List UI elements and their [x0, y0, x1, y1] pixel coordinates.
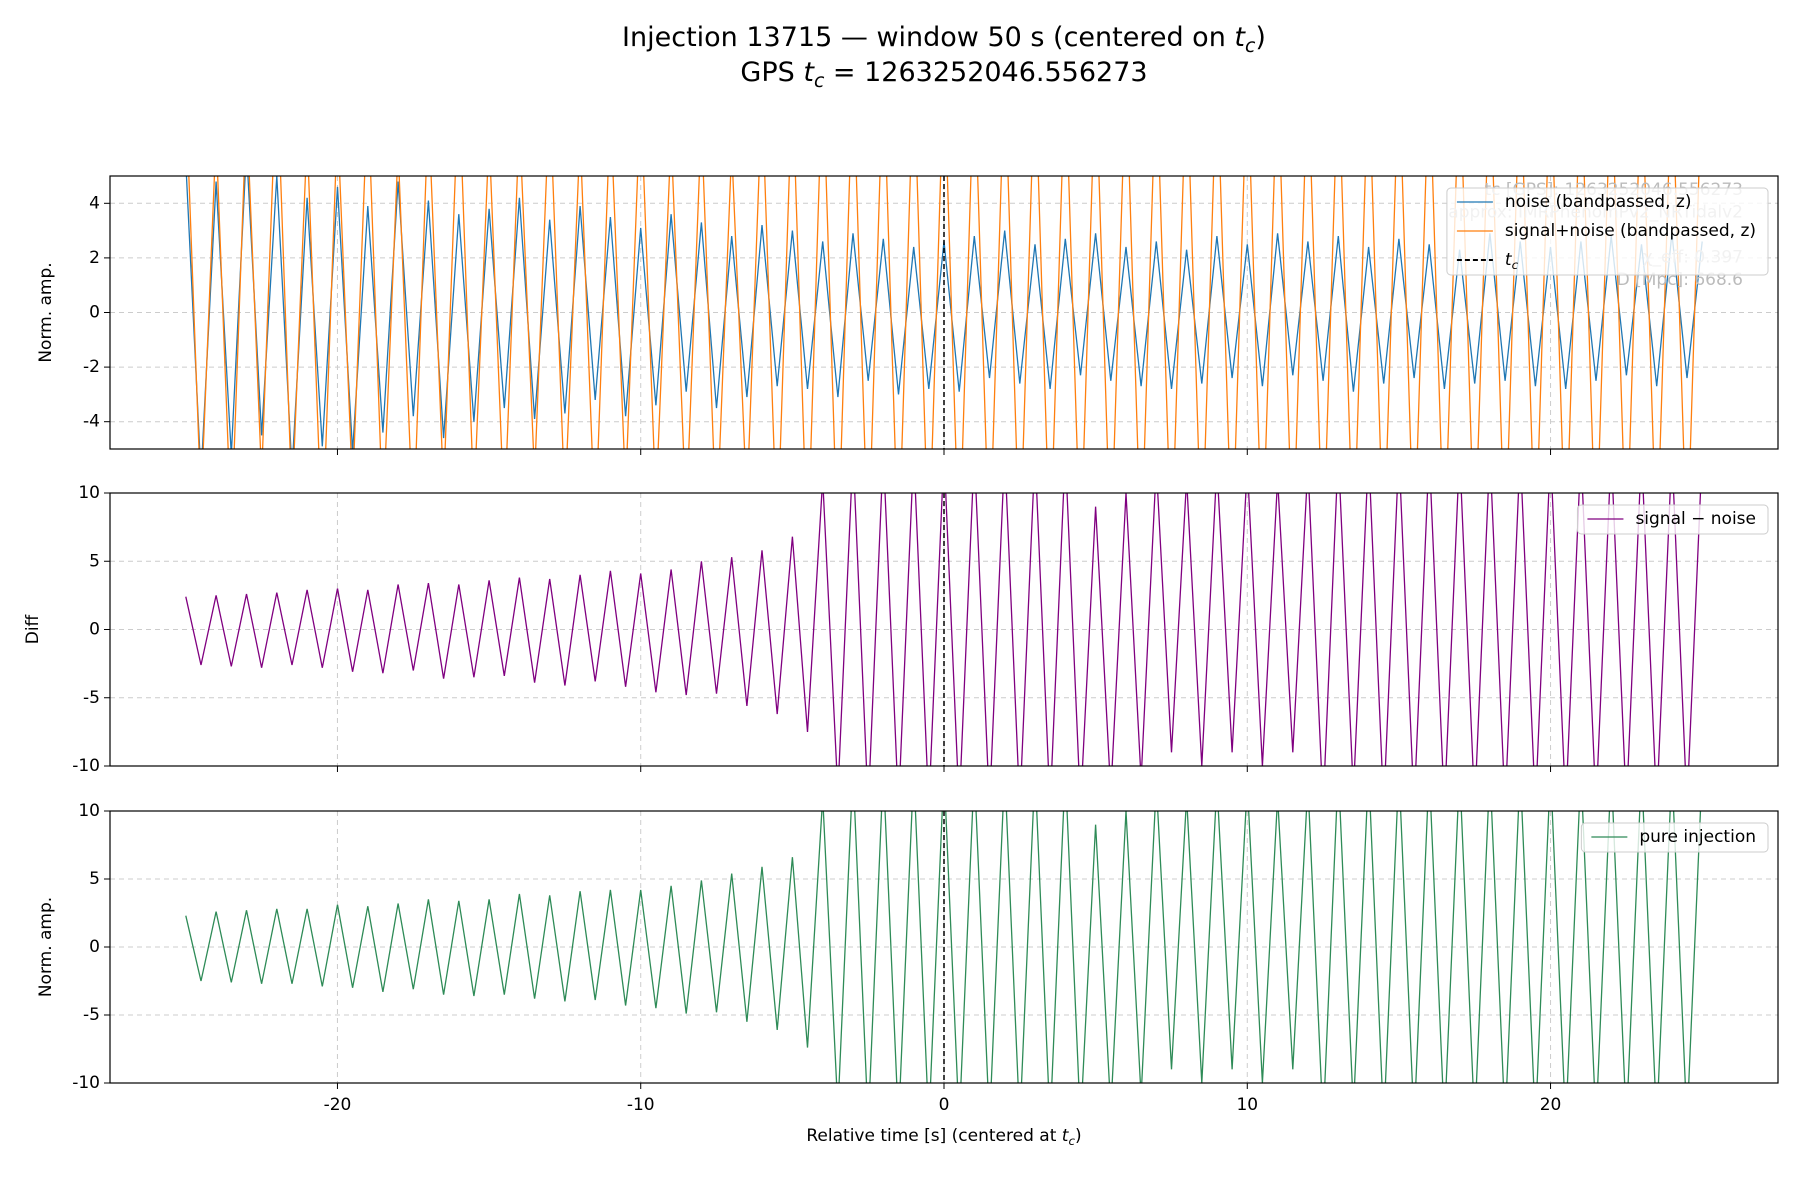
x-tick-label: -20 [324, 1095, 352, 1115]
y-tick-label: 10 [78, 483, 100, 503]
x-axis-label-text: ) [1075, 1126, 1082, 1146]
figure-title-text: ) [1255, 22, 1266, 53]
series-line [188, 176, 1700, 449]
x-tick-label: -10 [627, 1095, 655, 1115]
legend-label: tc [1505, 250, 1519, 272]
axes-frame [109, 810, 1779, 1084]
figure-title-text: Injection 13715 — window 50 s (centered … [622, 22, 1234, 53]
y-tick-label: -2 [83, 357, 100, 377]
axes-frame [109, 175, 1779, 450]
x-axis-label-sub: c [1068, 1134, 1075, 1148]
x-tick-label: 20 [1540, 1095, 1562, 1115]
y-tick-label: 5 [89, 551, 100, 571]
legend-box [1580, 822, 1769, 853]
x-tick-label: 10 [1236, 1095, 1258, 1115]
legend: noise (bandpassed, z) signal+noise (bandp… [1446, 187, 1769, 276]
x-axis-label: Relative time [s] (centered at tc) [806, 1126, 1081, 1148]
legend-box [1446, 187, 1769, 276]
axes-frame [109, 492, 1779, 767]
series-line [185, 811, 1702, 1083]
y-tick-label: 4 [89, 193, 100, 213]
x-axis-label-text: Relative time [s] (centered at [806, 1126, 1061, 1146]
legend-label: signal − noise [1635, 509, 1756, 529]
legend-box [1576, 504, 1769, 535]
y-tick-label: 0 [89, 937, 100, 957]
y-tick-label: -10 [72, 756, 100, 776]
y-tick-label: 0 [89, 303, 100, 323]
panel: -4 -2 0 2 4 Norm. amp. [36, 175, 1779, 455]
panel: -10 -5 0 5 10 -20 -10 0 10 20 Norm. amp. [36, 801, 1779, 1115]
figure-title-text: = 1263252046.556273 [824, 57, 1147, 88]
y-tick-label: -5 [83, 1005, 100, 1025]
figure-title-sub: c [814, 70, 825, 92]
y-tick-label: -10 [72, 1073, 100, 1093]
x-tick-label: 0 [939, 1095, 950, 1115]
legend-label: signal+noise (bandpassed, z) [1505, 221, 1756, 241]
figure-title-text: GPS [740, 57, 803, 88]
y-tick-label: -5 [83, 688, 100, 708]
y-tick-label: -4 [83, 412, 100, 432]
x-axis-label-var: t [1062, 1126, 1070, 1146]
series-line [185, 493, 1702, 766]
y-axis-label: Diff [23, 613, 43, 644]
y-axis-label: Norm. amp. [36, 897, 56, 997]
legend: pure injection [1580, 822, 1769, 853]
y-tick-label: 10 [78, 801, 100, 821]
legend-label: noise (bandpassed, z) [1505, 192, 1692, 212]
figure-title: Injection 13715 — window 50 s (centered … [622, 22, 1266, 57]
legend: signal − noise [1576, 504, 1769, 535]
figure-title-sub: c [1245, 35, 1256, 57]
panel: -10 -5 0 5 10 Diff [23, 483, 1779, 776]
legend-label-sub: c [1512, 258, 1519, 272]
y-tick-label: 5 [89, 869, 100, 889]
figure-title-var: t [803, 57, 815, 88]
legend-label-var: t [1505, 250, 1513, 270]
figure-title: GPS tc = 1263252046.556273 [740, 57, 1147, 92]
y-axis-label: Norm. amp. [36, 262, 56, 362]
figure-title-var: t [1234, 22, 1246, 53]
legend-label: pure injection [1639, 827, 1756, 847]
y-tick-label: 0 [89, 620, 100, 640]
y-tick-label: 2 [89, 248, 100, 268]
